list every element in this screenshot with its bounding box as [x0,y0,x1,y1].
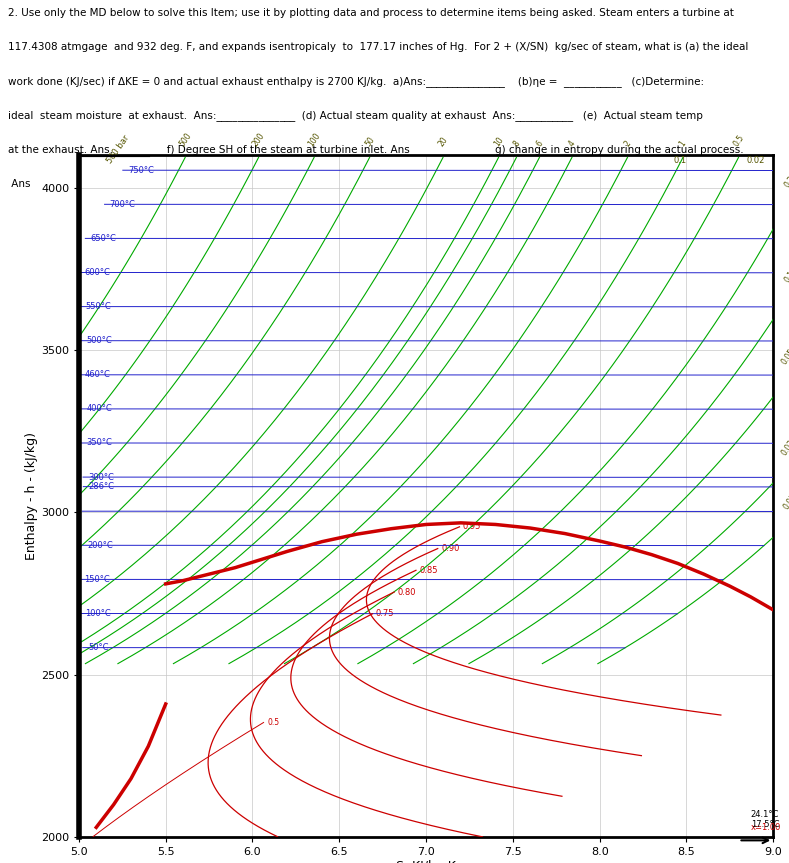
Text: 1: 1 [678,139,688,148]
Text: 700°C: 700°C [110,200,136,209]
Text: 350°C: 350°C [86,438,112,448]
Text: 100: 100 [306,130,322,148]
Text: 500 bar: 500 bar [105,134,131,165]
Text: 17.5°C: 17.5°C [750,820,780,829]
Text: 24.1°C: 24.1°C [750,810,779,819]
Text: 650°C: 650°C [91,234,117,243]
Text: 10: 10 [492,135,505,148]
Text: 0.5: 0.5 [731,133,746,148]
Text: 0.5: 0.5 [267,718,279,727]
Text: 550°C: 550°C [86,302,111,311]
Text: 0.85: 0.85 [420,566,438,575]
X-axis label: S, KJ/kg-K: S, KJ/kg-K [396,860,456,863]
Text: x=1.00: x=1.00 [750,822,781,832]
Text: 4: 4 [567,139,577,148]
Text: 300°C: 300°C [88,473,114,482]
Text: 20: 20 [436,135,450,148]
Text: 100°C: 100°C [84,609,110,618]
Text: 200: 200 [251,130,267,148]
Text: 0.01: 0.01 [782,493,789,512]
Text: 2: 2 [623,139,633,148]
Y-axis label: Enthalpy - h - (kJ/kg): Enthalpy - h - (kJ/kg) [25,432,39,560]
Text: 200°C: 200°C [88,541,114,550]
Text: 0.02: 0.02 [746,156,765,165]
Text: 50: 50 [363,135,376,148]
Text: 600°C: 600°C [84,268,110,277]
Text: 0.95: 0.95 [463,522,481,532]
Text: 0.90: 0.90 [441,544,459,553]
Text: 0.1: 0.1 [673,156,686,165]
Text: 460°C: 460°C [85,370,110,380]
Text: 8: 8 [511,139,522,148]
Text: 0.1: 0.1 [783,269,789,285]
Text: 6: 6 [534,139,544,148]
Text: 0.2: 0.2 [783,173,789,189]
Text: 0.02: 0.02 [780,438,789,457]
Text: 0.80: 0.80 [398,588,416,596]
Text: Ans: Ans [8,179,31,189]
Text: work done (KJ/sec) if ΔKE = 0 and actual exhaust enthalpy is 2700 KJ/kg.  a)Ans:: work done (KJ/sec) if ΔKE = 0 and actual… [8,76,704,87]
Text: 0.75: 0.75 [376,609,394,618]
Text: 400°C: 400°C [87,405,112,413]
Text: 750°C: 750°C [128,166,154,174]
Text: ideal  steam moisture  at exhaust.  Ans:_______________  (d) Actual steam qualit: ideal steam moisture at exhaust. Ans:___… [8,110,703,121]
Text: 117.4308 atmgage  and 932 deg. F, and expands isentropicaly  to  177.17 inches o: 117.4308 atmgage and 932 deg. F, and exp… [8,42,748,52]
Text: 286°C: 286°C [88,482,114,491]
Text: at the exhaust. Ans._________  f) Degree SH of the steam at turbine inlet. Ans__: at the exhaust. Ans._________ f) Degree … [8,144,743,155]
Text: 500°C: 500°C [86,337,112,345]
Text: 150°C: 150°C [84,575,110,584]
Text: 50°C: 50°C [88,643,108,652]
Text: 500: 500 [178,130,193,148]
Text: 0.05: 0.05 [780,348,789,367]
Text: 2. Use only the MD below to solve this Item; use it by plotting data and process: 2. Use only the MD below to solve this I… [8,8,734,18]
